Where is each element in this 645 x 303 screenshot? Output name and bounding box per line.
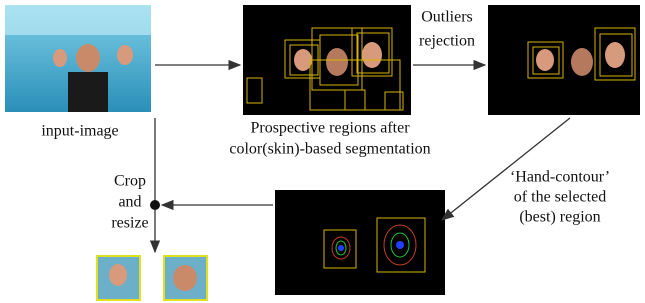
- crop-photos: [97, 256, 207, 300]
- node-label: input-image: [41, 123, 118, 140]
- node-label: color(skin)-based segmentation: [229, 141, 430, 158]
- edge-label: Crop: [114, 173, 146, 190]
- edge-label: (best) region: [519, 209, 600, 226]
- edge-label: ‘Hand-contour’: [510, 169, 610, 186]
- edge-label: of the selected: [514, 189, 606, 206]
- filtered-photo: [488, 5, 640, 115]
- diagram: input-image Prospective regions after co…: [0, 0, 645, 303]
- edge-label: and: [118, 194, 141, 211]
- edge-label: rejection: [419, 33, 475, 50]
- edge-label: resize: [111, 215, 148, 232]
- input-image-photo: [5, 5, 151, 112]
- segmentation-photo: [243, 5, 411, 115]
- node-label: Prospective regions after: [250, 120, 410, 137]
- junction: [150, 200, 160, 210]
- edge-label: Outliers: [421, 9, 473, 26]
- hand-contour-photo: [275, 190, 445, 295]
